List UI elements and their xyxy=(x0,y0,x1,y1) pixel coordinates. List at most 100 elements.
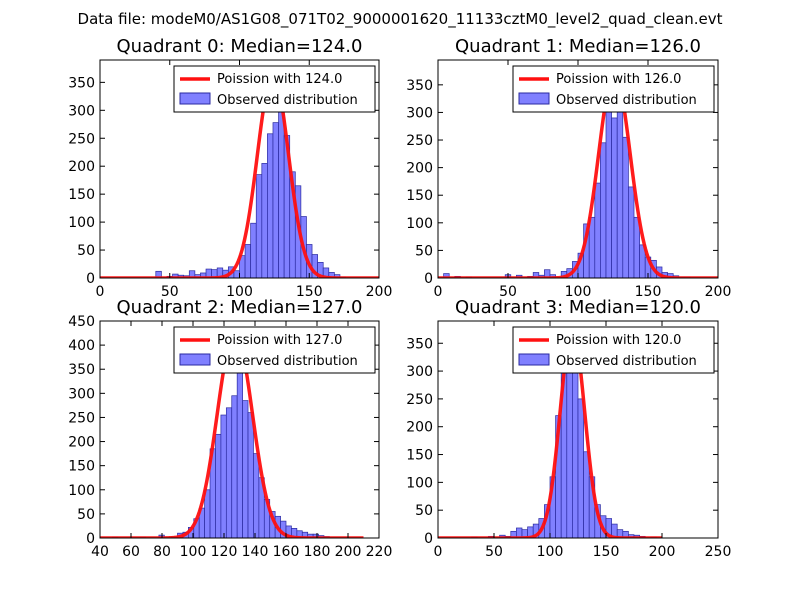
y-tick-label: 100 xyxy=(406,216,433,232)
histogram-bar xyxy=(628,186,635,278)
legend-line-label: Poission with 127.0 xyxy=(217,333,342,348)
histogram-bar xyxy=(250,222,257,278)
x-tick-label: 0 xyxy=(434,544,443,560)
y-tick-label: 200 xyxy=(406,161,433,177)
quadrant-3-legend: Poission with 120.0 Observed distribution xyxy=(512,326,715,374)
histogram-bar xyxy=(253,453,260,538)
quadrant-3-title: Quadrant 3: Median=120.0 xyxy=(455,297,701,318)
histogram-bar xyxy=(611,117,618,278)
histogram-bar xyxy=(236,355,243,538)
y-tick-label: 100 xyxy=(68,215,95,231)
legend-line-label: Poission with 124.0 xyxy=(217,72,342,87)
histogram-bar xyxy=(215,433,222,538)
histogram-bar xyxy=(278,109,285,278)
legend-bar-label: Observed distribution xyxy=(217,354,358,369)
x-tick-label: 80 xyxy=(153,544,171,560)
x-tick-label: 160 xyxy=(273,544,300,560)
histogram-bar xyxy=(272,122,279,278)
y-tick-label: 100 xyxy=(406,475,433,491)
histogram-bar xyxy=(242,400,249,538)
quadrant-3-axes-frame xyxy=(437,320,719,539)
quadrant-1-panel: Quadrant 1: Median=126.0 0 50 100 150 200 0 50 1… xyxy=(406,36,731,300)
histogram-bar xyxy=(225,407,233,538)
y-tick-label: 300 xyxy=(68,386,95,402)
x-tick-label: 200 xyxy=(649,544,676,560)
y-tick-label: 50 xyxy=(415,243,433,259)
x-tick-label: 220 xyxy=(366,544,393,560)
quadrant-0-panel: Quadrant 0: Median=124.0 0 50 100 150 200 0 50 1… xyxy=(68,36,392,300)
y-tick-label: 350 xyxy=(406,78,433,94)
x-tick-label: 0 xyxy=(434,284,443,300)
quadrant-1-legend: Poission with 126.0 Observed distribution xyxy=(512,65,715,113)
histogram-bar xyxy=(605,99,612,278)
x-tick-label: 150 xyxy=(635,284,662,300)
quadrant-0-title: Quadrant 0: Median=124.0 xyxy=(117,36,363,57)
histogram-bar xyxy=(594,182,601,278)
y-tick-label: 200 xyxy=(68,159,95,175)
x-tick-label: 50 xyxy=(485,544,503,560)
histogram-bar xyxy=(247,412,254,538)
legend-box xyxy=(173,326,376,374)
x-tick-label: 120 xyxy=(211,544,238,560)
legend-line-label: Poission with 126.0 xyxy=(556,72,681,87)
x-tick-label: 100 xyxy=(180,544,207,560)
y-tick-label: 350 xyxy=(406,336,433,352)
histogram-bar xyxy=(622,136,629,278)
y-tick-label: 200 xyxy=(406,420,433,436)
histogram-bar xyxy=(233,270,240,278)
y-tick-label: 150 xyxy=(406,448,433,464)
y-tick-label: 0 xyxy=(86,531,95,547)
histogram-bar xyxy=(544,269,551,278)
quadrant-2-panel: Quadrant 2: Median=127.040 60 80 100 120 140 1… xyxy=(68,297,392,560)
histogram-bar xyxy=(616,92,624,278)
quadrant-2-title: Quadrant 2: Median=127.0 xyxy=(117,297,363,318)
quadrant-3-panel: Quadrant 3: Median=120.0 0 50 100 150 200 250 0… xyxy=(406,297,731,560)
quadrant-2-axes-frame xyxy=(99,320,380,539)
legend-line-label: Poission with 120.0 xyxy=(556,333,681,348)
legend-bar-swatch xyxy=(179,353,211,366)
x-tick-label: 200 xyxy=(705,284,732,300)
x-tick-label: 50 xyxy=(161,284,179,300)
y-tick-label: 450 xyxy=(68,314,95,330)
y-tick-label: 400 xyxy=(68,338,95,354)
y-tick-label: 300 xyxy=(406,364,433,380)
x-tick-label: 200 xyxy=(335,544,362,560)
x-tick-label: 150 xyxy=(296,284,323,300)
legend-bar-label: Observed distribution xyxy=(556,354,697,369)
y-tick-label: 300 xyxy=(406,105,433,121)
y-tick-label: 350 xyxy=(68,75,95,91)
histogram-bar xyxy=(244,244,252,278)
quadrant-0-legend: Poission with 124.0 Observed distribution xyxy=(173,65,376,113)
x-tick-label: 180 xyxy=(304,544,331,560)
quadrant-1-title: Quadrant 1: Median=126.0 xyxy=(455,36,701,57)
histogram-bar xyxy=(231,395,238,538)
x-tick-label: 0 xyxy=(96,284,105,300)
histogram-bar xyxy=(577,398,584,538)
y-tick-label: 150 xyxy=(68,187,95,203)
legend-bar-swatch xyxy=(518,92,550,105)
x-tick-label: 50 xyxy=(499,284,517,300)
x-tick-label: 200 xyxy=(366,284,393,300)
x-tick-label: 100 xyxy=(537,544,564,560)
y-tick-label: 50 xyxy=(415,503,433,519)
x-tick-label: 140 xyxy=(242,544,269,560)
x-tick-label: 150 xyxy=(593,544,620,560)
histogram-bar xyxy=(220,414,227,538)
y-tick-label: 100 xyxy=(68,483,95,499)
y-tick-label: 250 xyxy=(68,410,95,426)
histogram-bar xyxy=(267,133,274,278)
y-tick-label: 50 xyxy=(77,507,95,523)
y-tick-label: 250 xyxy=(406,133,433,149)
y-tick-label: 200 xyxy=(68,435,95,451)
legend-bar-label: Observed distribution xyxy=(556,93,697,108)
quadrant-2-legend: Poission with 127.0 Observed distribution xyxy=(173,326,376,374)
y-tick-label: 250 xyxy=(406,392,433,408)
legend-bar-label: Observed distribution xyxy=(217,93,358,108)
histogram-bar xyxy=(583,451,590,538)
histogram-bar xyxy=(566,348,573,538)
y-tick-label: 350 xyxy=(68,362,95,378)
y-tick-label: 50 xyxy=(77,243,95,259)
y-tick-label: 0 xyxy=(86,271,95,287)
x-tick-label: 100 xyxy=(565,284,592,300)
